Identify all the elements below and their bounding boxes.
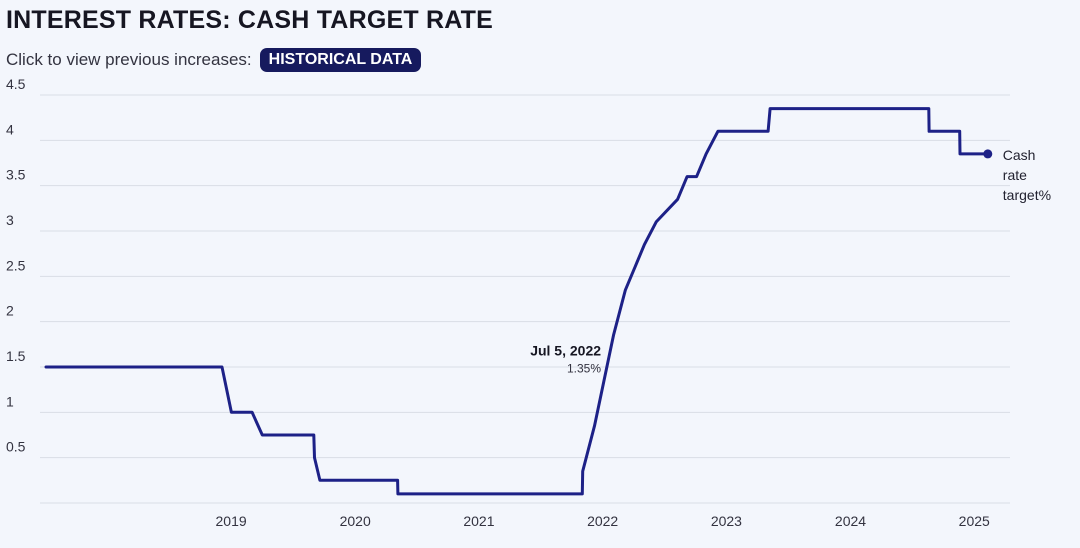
subtitle-row: Click to view previous increases: HISTOR… xyxy=(6,48,422,72)
y-tick-label: 4.5 xyxy=(6,76,26,92)
annotation-date: Jul 5, 2022 xyxy=(530,343,601,359)
subtitle-text: Click to view previous increases: xyxy=(6,50,252,69)
x-tick-label: 2025 xyxy=(959,513,990,529)
x-tick-label: 2020 xyxy=(340,513,371,529)
annotation: Jul 5, 2022 1.35% xyxy=(530,343,601,376)
y-tick-label: 2 xyxy=(6,303,14,319)
series-end-marker xyxy=(983,149,993,159)
series-layer: Cash rate target% xyxy=(44,107,1051,496)
y-tick-label: 3.5 xyxy=(6,167,26,183)
series-line xyxy=(44,107,990,496)
x-tick-label: 2022 xyxy=(587,513,618,529)
y-axis-ticks: 0.5 1 1.5 2 2.5 3 3.5 4 4.5 xyxy=(6,76,26,455)
annotation-value: 1.35% xyxy=(567,362,601,376)
x-tick-label: 2024 xyxy=(835,513,866,529)
x-axis-ticks: 2019 2020 2021 2022 2023 2024 2025 xyxy=(216,513,990,529)
historical-data-button[interactable]: HISTORICAL DATA xyxy=(259,48,422,72)
series-label: Cash rate target% xyxy=(1003,147,1051,203)
x-tick-label: 2021 xyxy=(463,513,494,529)
page-title: INTEREST RATES: CASH TARGET RATE xyxy=(6,6,493,34)
x-tick-label: 2019 xyxy=(216,513,247,529)
y-tick-label: 3 xyxy=(6,212,14,228)
y-tick-label: 1 xyxy=(6,393,14,409)
y-tick-label: 0.5 xyxy=(6,439,26,455)
x-tick-label: 2023 xyxy=(711,513,742,529)
y-tick-label: 4 xyxy=(6,121,14,137)
y-tick-label: 1.5 xyxy=(6,348,26,364)
y-tick-label: 2.5 xyxy=(6,257,26,273)
gridlines xyxy=(40,94,1010,504)
